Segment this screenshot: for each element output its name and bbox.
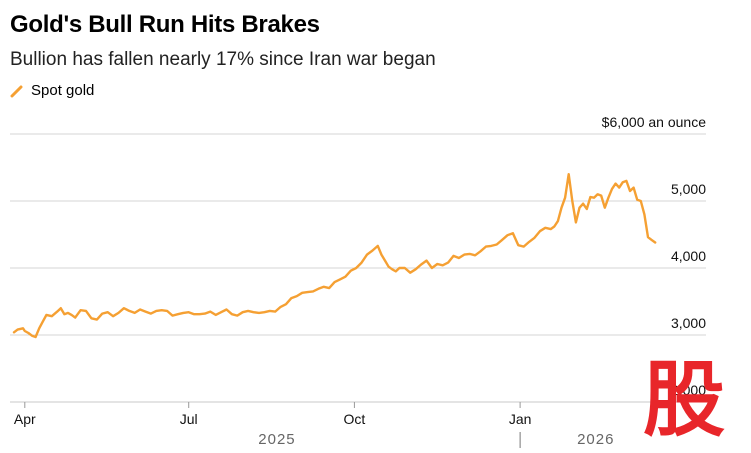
x-tick-label-oct: Oct (344, 411, 366, 427)
y-tick-label-3000: 3,000 (671, 315, 706, 331)
y-tick-label-5000: 5,000 (671, 181, 706, 197)
year-label-2025: 2025 (258, 431, 295, 448)
watermark-char: 股 (643, 353, 725, 440)
x-tick-label-apr: Apr (14, 411, 36, 427)
y-tick-label-6000: $6,000 an ounce (602, 114, 707, 130)
legend-line-icon (10, 85, 23, 97)
y-tick-label-4000: 4,000 (671, 248, 706, 264)
chart-subtitle: Bullion has fallen nearly 17% since Iran… (10, 49, 436, 70)
y-tick-label-2000: 2,000 (671, 382, 706, 398)
x-tick-label-jan: Jan (509, 411, 532, 427)
chart-title: Gold's Bull Run Hits Brakes (10, 11, 320, 38)
watermark-stock-logo: 股 (643, 353, 725, 440)
legend: Spot gold (10, 82, 94, 99)
year-label-2026: 2026 (577, 431, 614, 448)
legend-label: Spot gold (31, 82, 95, 99)
x-tick-label-jul: Jul (180, 411, 198, 427)
series-line-spot-gold (12, 173, 657, 339)
